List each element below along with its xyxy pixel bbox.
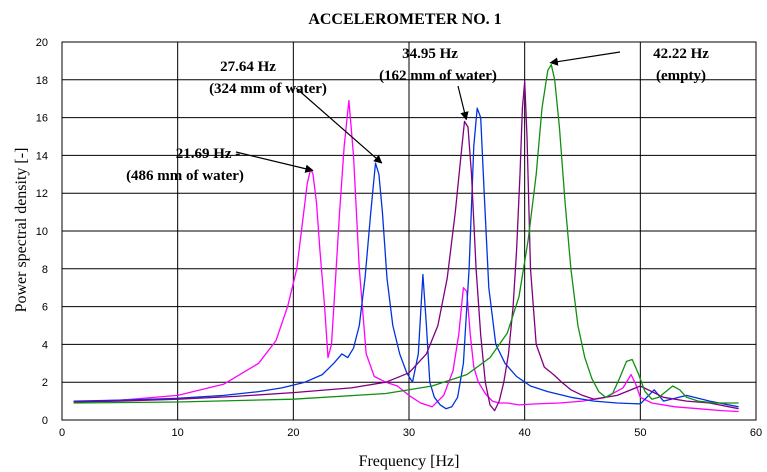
annotation-27-64hz: 27.64 Hz (324 mm of water) xyxy=(209,59,383,164)
x-tick-label: 50 xyxy=(634,427,646,439)
annotation-line1: 21.69 Hz - xyxy=(176,146,241,162)
x-tick-label: 10 xyxy=(172,427,184,439)
annotation-arrow xyxy=(457,85,469,121)
annotation-line1: 27.64 Hz xyxy=(220,59,276,75)
x-tick-label: 20 xyxy=(287,427,299,439)
annotation-line2: (empty) xyxy=(656,68,706,84)
annotation-21-69hz: 21.69 Hz - (486 mm of water) xyxy=(126,146,314,184)
annotation-line1: 42.22 Hz xyxy=(653,46,709,62)
series-line-0 xyxy=(73,99,739,413)
y-axis-label: Power spectral density [-] xyxy=(13,148,30,313)
series-line-3 xyxy=(73,64,739,404)
annotation-line2: (162 mm of water) xyxy=(379,68,497,84)
annotation-34-95hz: 34.95 Hz (162 mm of water) xyxy=(379,46,497,121)
annotation-line2: (324 mm of water) xyxy=(209,81,327,97)
annotation-arrow xyxy=(549,51,621,66)
y-tick-label: 20 xyxy=(36,37,48,49)
x-tick-label: 0 xyxy=(59,427,65,439)
annotation-line1: 34.95 Hz xyxy=(402,46,458,62)
series-line-1 xyxy=(73,107,739,410)
chart-title: ACCELEROMETER NO. 1 xyxy=(308,11,501,28)
y-tick-labels: 0 2 4 6 8 10 12 14 16 18 20 xyxy=(36,37,48,427)
annotation-42-22hz: 42.22 Hz (empty) xyxy=(549,46,709,84)
x-tick-labels: 0 10 20 30 40 50 60 xyxy=(59,427,762,439)
annotation-line2: (486 mm of water) xyxy=(126,168,244,184)
grid-lines xyxy=(61,41,757,421)
y-tick-label: 6 xyxy=(42,302,48,314)
series-line-2 xyxy=(73,81,739,412)
annotation-arrow xyxy=(235,151,314,173)
x-axis-label: Frequency [Hz] xyxy=(359,453,460,470)
data-series xyxy=(73,64,739,413)
x-tick-label: 30 xyxy=(403,427,415,439)
y-tick-label: 10 xyxy=(36,226,48,238)
y-tick-label: 4 xyxy=(42,339,48,351)
y-tick-label: 0 xyxy=(42,415,48,427)
y-tick-label: 18 xyxy=(36,75,48,87)
x-tick-label: 60 xyxy=(750,427,762,439)
y-tick-label: 16 xyxy=(36,113,48,125)
x-tick-label: 40 xyxy=(519,427,531,439)
y-tick-label: 14 xyxy=(36,150,48,162)
plot-frame xyxy=(61,41,757,421)
annotation-arrow xyxy=(295,87,383,164)
y-tick-label: 2 xyxy=(42,377,48,389)
y-tick-label: 8 xyxy=(42,264,48,276)
y-tick-label: 12 xyxy=(36,188,48,200)
